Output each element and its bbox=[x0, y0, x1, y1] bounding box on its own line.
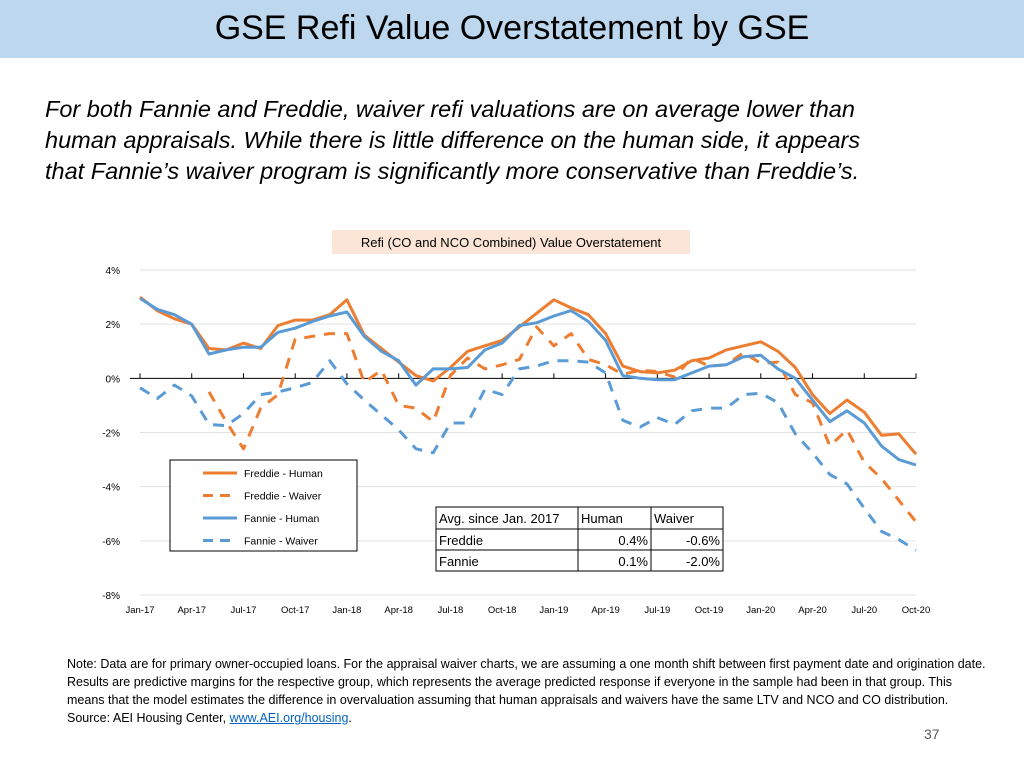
y-tick-label: 2% bbox=[106, 320, 121, 331]
x-tick-label: Jul-17 bbox=[231, 605, 257, 616]
table-cell: -2.0% bbox=[686, 554, 720, 569]
legend-label: Fannie - Human bbox=[244, 513, 319, 525]
note-text: Note: Data are for primary owner-occupie… bbox=[67, 657, 986, 707]
table-cell: 0.1% bbox=[618, 554, 648, 569]
footnote: Note: Data are for primary owner-occupie… bbox=[67, 655, 987, 727]
intro-line-2: human appraisals. While there is little … bbox=[45, 127, 861, 153]
page-number: 37 bbox=[924, 726, 940, 742]
summary-table: Avg. since Jan. 2017 Human Waiver Freddie 0.… bbox=[435, 506, 724, 572]
series-line bbox=[207, 325, 918, 523]
x-tick-label: Jan-17 bbox=[125, 605, 154, 616]
table-header: Human bbox=[581, 511, 623, 526]
legend-box bbox=[169, 459, 358, 552]
y-tick-label: -2% bbox=[102, 429, 120, 440]
x-tick-label: Jul-20 bbox=[851, 605, 877, 616]
source-suffix: . bbox=[348, 711, 352, 725]
intro-line-3: that Fannie’s waiver program is signific… bbox=[45, 158, 860, 184]
intro-line-1: For both Fannie and Freddie, waiver refi… bbox=[45, 96, 855, 122]
series-line bbox=[139, 359, 917, 552]
intro-text: For both Fannie and Freddie, waiver refi… bbox=[45, 94, 985, 187]
table-cell: 0.4% bbox=[618, 533, 648, 548]
x-tick-label: Oct-18 bbox=[488, 605, 517, 616]
source-link[interactable]: www.AEI.org/housing bbox=[229, 711, 349, 725]
x-tick-label: Apr-17 bbox=[177, 605, 206, 616]
x-tick-label: Jul-19 bbox=[644, 605, 670, 616]
x-tick-label: Jul-18 bbox=[437, 605, 463, 616]
x-tick-label: Oct-20 bbox=[902, 605, 931, 616]
legend-label: Freddie - Human bbox=[244, 468, 323, 480]
table-cell: Fannie bbox=[439, 554, 479, 569]
y-tick-label: -6% bbox=[102, 537, 120, 548]
slide-title: GSE Refi Value Overstatement by GSE bbox=[214, 9, 810, 47]
y-tick-label: -4% bbox=[102, 483, 120, 494]
table-header: Avg. since Jan. 2017 bbox=[439, 511, 559, 526]
legend: Freddie - Human Freddie - Waiver Fannie - … bbox=[169, 459, 358, 552]
y-tick-label: 4% bbox=[106, 266, 121, 277]
title-bar bbox=[0, 0, 1024, 58]
x-tick-label: Apr-19 bbox=[591, 605, 620, 616]
x-tick-label: Oct-19 bbox=[695, 605, 724, 616]
x-tick-label: Oct-17 bbox=[281, 605, 310, 616]
y-tick-label: 0% bbox=[106, 374, 121, 385]
table-header: Waiver bbox=[654, 511, 695, 526]
legend-label: Fannie - Waiver bbox=[244, 536, 318, 548]
series-line bbox=[139, 297, 917, 467]
x-tick-label: Apr-20 bbox=[798, 605, 827, 616]
legend-label: Freddie - Waiver bbox=[244, 491, 322, 503]
series-line bbox=[139, 295, 918, 456]
source-prefix: Source: AEI Housing Center, bbox=[67, 711, 230, 725]
table-cell: Freddie bbox=[439, 533, 483, 548]
line-chart: Refi (CO and NCO Combined) Value Oversta… bbox=[102, 230, 931, 616]
table-cell: -0.6% bbox=[686, 533, 720, 548]
x-tick-label: Apr-18 bbox=[384, 605, 413, 616]
y-tick-label: -8% bbox=[102, 591, 120, 602]
x-tick-label: Jan-18 bbox=[332, 605, 361, 616]
x-tick-label: Jan-20 bbox=[746, 605, 775, 616]
chart-title: Refi (CO and NCO Combined) Value Oversta… bbox=[361, 235, 662, 250]
table-border bbox=[435, 506, 724, 572]
x-tick-label: Jan-19 bbox=[539, 605, 568, 616]
chart-title-bg bbox=[332, 230, 690, 254]
